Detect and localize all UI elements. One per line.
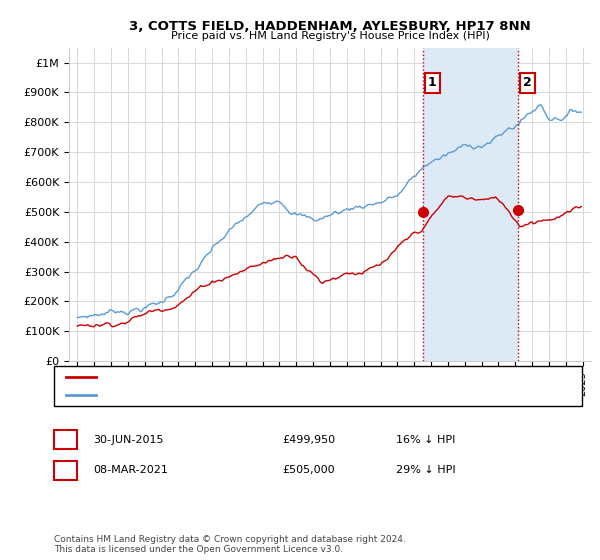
Text: 1: 1 <box>61 433 70 446</box>
Text: 29% ↓ HPI: 29% ↓ HPI <box>396 465 455 475</box>
Text: Contains HM Land Registry data © Crown copyright and database right 2024.
This d: Contains HM Land Registry data © Crown c… <box>54 535 406 554</box>
Text: 3, COTTS FIELD, HADDENHAM, AYLESBURY, HP17 8NN: 3, COTTS FIELD, HADDENHAM, AYLESBURY, HP… <box>129 20 531 32</box>
Text: 2: 2 <box>61 464 70 477</box>
Text: 30-JUN-2015: 30-JUN-2015 <box>93 435 163 445</box>
Text: HPI: Average price, detached house, Buckinghamshire: HPI: Average price, detached house, Buck… <box>105 390 376 400</box>
Text: £505,000: £505,000 <box>282 465 335 475</box>
Text: 08-MAR-2021: 08-MAR-2021 <box>93 465 168 475</box>
Text: 1: 1 <box>428 76 436 90</box>
Text: 2: 2 <box>523 76 532 90</box>
Text: 3, COTTS FIELD, HADDENHAM, AYLESBURY, HP17 8NN (detached house): 3, COTTS FIELD, HADDENHAM, AYLESBURY, HP… <box>105 372 465 382</box>
Text: 16% ↓ HPI: 16% ↓ HPI <box>396 435 455 445</box>
Text: £499,950: £499,950 <box>282 435 335 445</box>
Text: Price paid vs. HM Land Registry's House Price Index (HPI): Price paid vs. HM Land Registry's House … <box>170 31 490 41</box>
